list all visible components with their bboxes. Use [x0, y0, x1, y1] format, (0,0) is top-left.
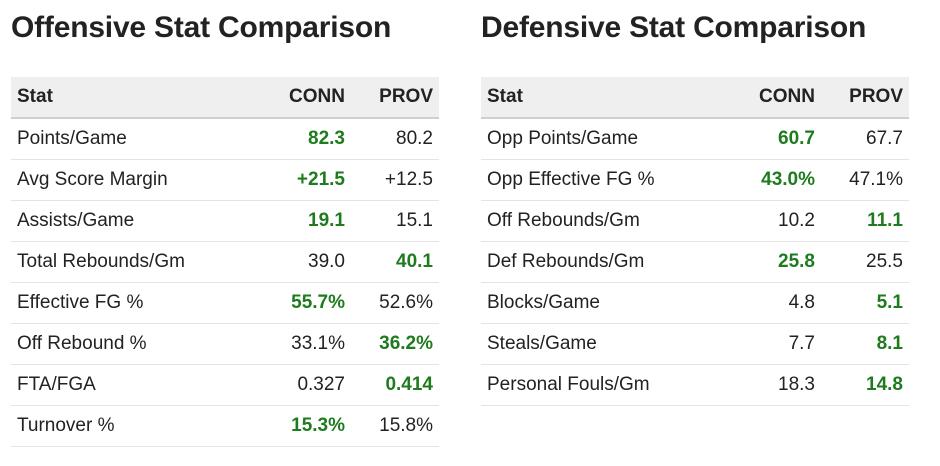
stat-name-cell: Personal Fouls/Gm: [481, 364, 737, 406]
stat-name-cell: Points/Game: [11, 118, 267, 160]
table-row: FTA/FGA 0.327 0.414: [11, 364, 439, 406]
stat-name-cell: Off Rebound %: [11, 323, 267, 365]
table-row: Turnover % 15.3% 15.8%: [11, 405, 439, 447]
stat-name-cell: Blocks/Game: [481, 282, 737, 324]
conn-value-cell: 39.0: [267, 241, 351, 283]
prov-value-cell: 36.2%: [351, 323, 439, 365]
table-row: Off Rebound % 33.1% 36.2%: [11, 323, 439, 365]
table-row: Blocks/Game 4.8 5.1: [481, 282, 909, 324]
table-row: Effective FG % 55.7% 52.6%: [11, 282, 439, 324]
conn-value-cell: 33.1%: [267, 323, 351, 365]
conn-value-cell: 60.7: [737, 118, 821, 160]
conn-value-cell: 55.7%: [267, 282, 351, 324]
conn-value-cell: 82.3: [267, 118, 351, 160]
prov-value-cell: 40.1: [351, 241, 439, 283]
table-header-row: Stat CONN PROV: [11, 77, 439, 119]
conn-value-cell: 18.3: [737, 364, 821, 406]
prov-value-cell: +12.5: [351, 159, 439, 201]
conn-value-cell: 15.3%: [267, 405, 351, 447]
conn-value-cell: 25.8: [737, 241, 821, 283]
stat-name-cell: FTA/FGA: [11, 364, 267, 406]
conn-column-header: CONN: [267, 77, 351, 119]
stat-name-cell: Opp Effective FG %: [481, 159, 737, 201]
table-row: Points/Game 82.3 80.2: [11, 118, 439, 160]
prov-value-cell: 15.8%: [351, 405, 439, 447]
conn-value-cell: 0.327: [267, 364, 351, 406]
stat-name-cell: Off Rebounds/Gm: [481, 200, 737, 242]
stat-name-cell: Effective FG %: [11, 282, 267, 324]
stat-name-cell: Opp Points/Game: [481, 118, 737, 160]
conn-value-cell: +21.5: [267, 159, 351, 201]
stat-name-cell: Steals/Game: [481, 323, 737, 365]
prov-value-cell: 5.1: [821, 282, 909, 324]
stat-column-header: Stat: [481, 77, 737, 119]
prov-value-cell: 52.6%: [351, 282, 439, 324]
prov-value-cell: 15.1: [351, 200, 439, 242]
offensive-table-body: Points/Game 82.3 80.2 Avg Score Margin +21.5…: [11, 118, 439, 447]
offensive-stats-table: Stat CONN PROV Points/Game 82.3 80.2 Avg Sc…: [11, 77, 439, 447]
prov-value-cell: 47.1%: [821, 159, 909, 201]
conn-value-cell: 19.1: [267, 200, 351, 242]
conn-value-cell: 4.8: [737, 282, 821, 324]
prov-value-cell: 67.7: [821, 118, 909, 160]
prov-value-cell: 11.1: [821, 200, 909, 242]
table-row: Opp Points/Game 60.7 67.7: [481, 118, 909, 160]
defensive-stats-table: Stat CONN PROV Opp Points/Game 60.7 67.7 Op…: [481, 77, 909, 406]
offensive-title: Offensive Stat Comparison: [11, 11, 392, 44]
defensive-table-body: Opp Points/Game 60.7 67.7 Opp Effective FG …: [481, 118, 909, 406]
prov-column-header: PROV: [821, 77, 909, 119]
prov-value-cell: 0.414: [351, 364, 439, 406]
table-header-row: Stat CONN PROV: [481, 77, 909, 119]
table-row: Total Rebounds/Gm 39.0 40.1: [11, 241, 439, 283]
prov-value-cell: 14.8: [821, 364, 909, 406]
conn-column-header: CONN: [737, 77, 821, 119]
table-row: Steals/Game 7.7 8.1: [481, 323, 909, 365]
stat-name-cell: Total Rebounds/Gm: [11, 241, 267, 283]
prov-value-cell: 8.1: [821, 323, 909, 365]
stat-name-cell: Assists/Game: [11, 200, 267, 242]
stat-name-cell: Avg Score Margin: [11, 159, 267, 201]
conn-value-cell: 43.0%: [737, 159, 821, 201]
defensive-title: Defensive Stat Comparison: [481, 11, 867, 44]
stat-name-cell: Def Rebounds/Gm: [481, 241, 737, 283]
prov-column-header: PROV: [351, 77, 439, 119]
stat-column-header: Stat: [11, 77, 267, 119]
conn-value-cell: 10.2: [737, 200, 821, 242]
prov-value-cell: 80.2: [351, 118, 439, 160]
table-row: Off Rebounds/Gm 10.2 11.1: [481, 200, 909, 242]
table-row: Def Rebounds/Gm 25.8 25.5: [481, 241, 909, 283]
table-row: Personal Fouls/Gm 18.3 14.8: [481, 364, 909, 406]
table-row: Avg Score Margin +21.5 +12.5: [11, 159, 439, 201]
table-row: Assists/Game 19.1 15.1: [11, 200, 439, 242]
stat-name-cell: Turnover %: [11, 405, 267, 447]
prov-value-cell: 25.5: [821, 241, 909, 283]
table-row: Opp Effective FG % 43.0% 47.1%: [481, 159, 909, 201]
conn-value-cell: 7.7: [737, 323, 821, 365]
